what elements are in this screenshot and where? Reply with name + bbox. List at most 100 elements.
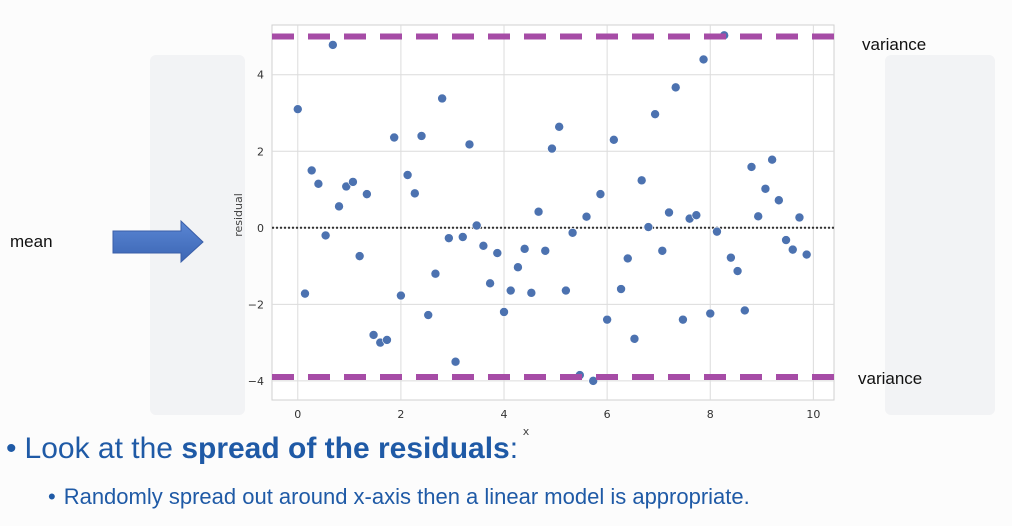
data-point: [540, 245, 551, 256]
data-point: [670, 82, 681, 93]
data-point: [328, 40, 338, 50]
variance-bottom-label: variance: [858, 369, 923, 388]
data-point: [519, 244, 530, 254]
data-point: [712, 226, 722, 237]
data-point: [450, 356, 461, 367]
x-tick-label: 8: [707, 408, 714, 421]
data-point: [622, 253, 633, 264]
data-point: [794, 212, 805, 223]
data-point: [368, 330, 379, 340]
y-axis-label: residual: [232, 193, 245, 237]
data-point: [616, 284, 626, 294]
data-point: [698, 54, 709, 65]
data-point: [767, 154, 777, 165]
x-tick-label: 10: [806, 408, 820, 421]
plot-frame: [271, 24, 835, 401]
data-point: [561, 285, 571, 296]
data-point: [348, 177, 358, 187]
y-tick-label: 2: [257, 145, 264, 158]
bullet-1-text-bold: spread of the residuals: [181, 432, 510, 465]
bullet-2-text: Randomly spread out around x-axis then a…: [63, 484, 750, 509]
mean-label: mean: [10, 232, 53, 251]
bullet-1-text-pre: Look at the: [24, 432, 182, 465]
data-point: [774, 195, 784, 206]
data-point: [389, 132, 399, 143]
data-point: [410, 188, 420, 199]
data-point: [362, 189, 372, 199]
data-point: [354, 251, 365, 261]
data-point: [396, 290, 406, 301]
x-tick-label: 6: [604, 408, 611, 421]
data-point: [567, 227, 578, 238]
watermark-shape-right: [885, 55, 995, 415]
data-point: [533, 206, 544, 217]
bullet-1-text-post: :: [509, 432, 519, 465]
data-point: [492, 248, 503, 258]
data-point: [444, 233, 454, 243]
data-point: [726, 252, 736, 263]
data-point: [292, 104, 303, 114]
data-point: [547, 143, 557, 154]
y-tick-label: 4: [257, 69, 264, 82]
variance-lines-group: [272, 33, 836, 381]
data-point: [471, 220, 482, 231]
data-point: [464, 139, 475, 150]
y-tick-label: −2: [248, 298, 264, 311]
x-tick-label: 0: [294, 408, 301, 421]
data-point: [664, 207, 674, 218]
mean-arrow-icon: [112, 219, 204, 264]
data-point: [760, 183, 771, 194]
data-point: [781, 235, 791, 245]
data-point: [740, 305, 750, 316]
data-point: [430, 268, 441, 279]
data-point: [320, 230, 331, 241]
data-point: [678, 314, 688, 325]
data-point: [602, 314, 612, 325]
data-point: [588, 376, 599, 386]
x-tick-label: 4: [501, 408, 508, 421]
data-point: [753, 211, 764, 222]
data-point: [629, 333, 640, 344]
y-tick-label: −4: [248, 375, 264, 388]
data-point: [801, 249, 812, 260]
tick-labels: 0 2 4 6 8 10 −4 −2 0 2 4: [248, 69, 821, 421]
variance-top-label: variance: [862, 35, 927, 54]
y-tick-label: 0: [257, 222, 264, 235]
data-point: [554, 121, 564, 132]
data-point: [457, 232, 468, 242]
data-point: [485, 278, 495, 289]
data-point: [609, 134, 619, 145]
data-point: [437, 93, 447, 104]
data-point: [382, 335, 392, 345]
data-point: [513, 262, 523, 273]
data-point: [402, 170, 413, 180]
data-point: [300, 288, 310, 299]
data-point: [643, 222, 654, 232]
data-point: [341, 181, 352, 192]
data-point: [334, 201, 344, 212]
x-axis-label: x: [523, 425, 530, 438]
plot-area: [271, 24, 835, 401]
data-point: [505, 285, 516, 296]
data-point: [746, 162, 757, 172]
data-point: [478, 240, 489, 251]
data-point: [732, 266, 743, 276]
data-point: [423, 310, 434, 320]
data-point: [499, 307, 509, 317]
bullet-dot-icon: •: [6, 432, 17, 465]
data-point: [306, 165, 317, 176]
data-point: [705, 308, 716, 319]
scatter-points: [292, 30, 812, 386]
x-tick-label: 2: [397, 408, 404, 421]
bullet-point-2: • Randomly spread out around x-axis then …: [48, 484, 750, 510]
data-point: [581, 211, 592, 222]
bullet-dot-icon: •: [48, 484, 56, 509]
data-point: [416, 131, 427, 141]
data-point: [787, 244, 798, 255]
data-point: [691, 210, 702, 220]
data-point: [313, 179, 324, 189]
data-point: [650, 109, 660, 119]
data-point: [595, 189, 606, 199]
data-point: [657, 245, 668, 256]
